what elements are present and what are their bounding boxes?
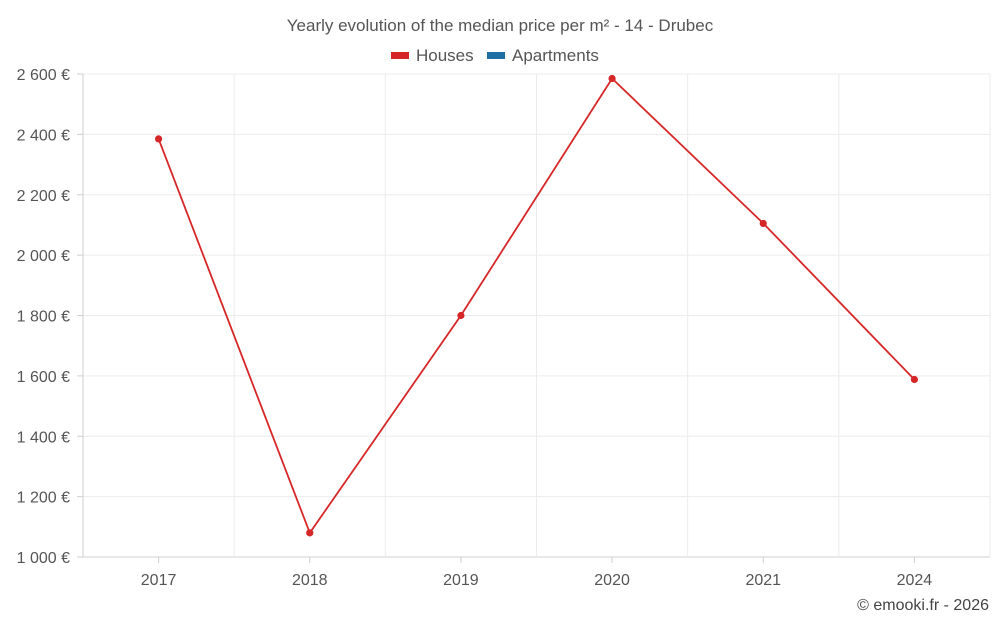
data-point-houses[interactable]: [759, 219, 767, 228]
chart-title: Yearly evolution of the median price per…: [287, 16, 714, 35]
x-tick-label: 2021: [745, 572, 781, 589]
data-point-houses[interactable]: [306, 529, 314, 537]
y-tick-label: 2 400 €: [17, 127, 70, 144]
y-tick-label: 2 000 €: [17, 248, 70, 265]
y-tick-label: 2 600 €: [17, 67, 70, 84]
legend-label-houses[interactable]: Houses: [416, 46, 474, 65]
y-axis-ticks: 1 000 € 1 200 € 1 400 € 1 600 € 1 800 € 2 000…: [17, 67, 83, 567]
data-point-houses[interactable]: [910, 375, 919, 384]
x-tick-label: 2019: [443, 572, 479, 589]
x-tick-label: 2024: [897, 572, 933, 589]
y-tick-label: 1 600 €: [17, 369, 70, 386]
y-tick-label: 1 800 €: [17, 309, 70, 326]
legend-swatch-houses[interactable]: [391, 52, 409, 59]
x-axis-ticks: 2017 2018 2019 2020 2021 2024: [141, 557, 933, 589]
series-layer: [154, 74, 919, 537]
series-line-houses: [157, 77, 916, 535]
x-tick-label: 2017: [141, 572, 177, 589]
x-tick-label: 2020: [594, 572, 630, 589]
y-tick-label: 1 400 €: [17, 429, 70, 446]
data-point-houses[interactable]: [608, 74, 616, 83]
copyright-credit: © emooki.fr - 2026: [857, 597, 989, 614]
y-tick-label: 1 200 €: [17, 490, 70, 507]
legend-swatch-apartments[interactable]: [487, 52, 505, 59]
x-tick-label: 2018: [292, 572, 328, 589]
grid: [82, 73, 991, 558]
data-point-houses[interactable]: [457, 311, 465, 320]
legend-label-apartments[interactable]: Apartments: [512, 46, 599, 65]
y-tick-label: 2 200 €: [17, 188, 70, 205]
data-point-houses[interactable]: [154, 135, 163, 143]
y-tick-label: 1 000 €: [17, 550, 70, 567]
legend: Houses Apartments: [391, 46, 599, 65]
